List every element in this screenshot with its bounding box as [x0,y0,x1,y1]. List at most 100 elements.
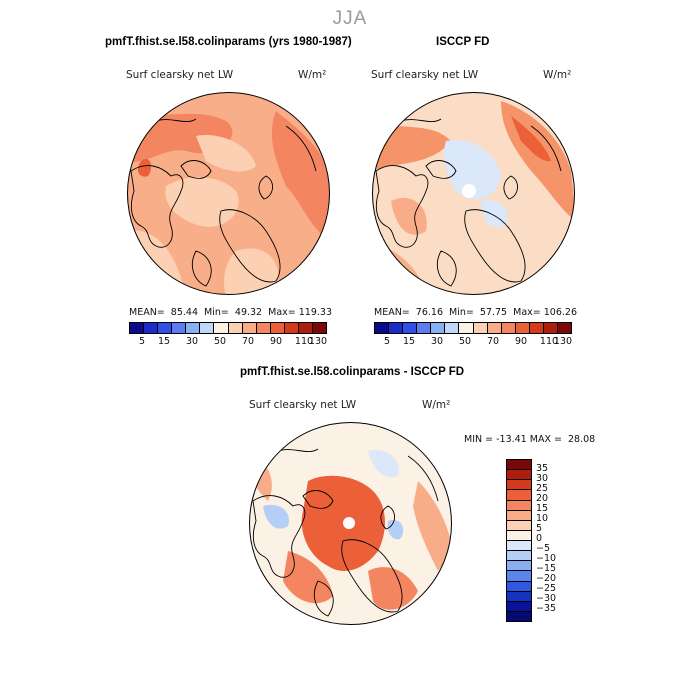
diff-coastline [302,490,334,509]
colorbar-swatch [473,323,488,333]
obs-subtitle: Surf clearsky net LW [371,69,479,81]
colorbar-swatch [515,323,530,333]
obs-units: W/m² [543,69,572,81]
colorbar-swatch [298,323,314,333]
obs-stats: MEAN= 76.16 Min= 57.75 Max= 106.26 [374,307,577,318]
model-polar-map [127,92,330,295]
colorbar-swatch [507,490,531,501]
obs-coastline [425,160,457,179]
diff-colorbar-tick: −25 [536,583,557,594]
model-map-border [127,92,330,295]
colorbar-swatch [507,591,531,602]
diff-pole-hole [343,517,355,529]
model-coastline [285,125,317,172]
obs-coastline [503,175,518,200]
diff-colorbar-tick: −35 [536,603,557,614]
colorbar-swatch [507,551,531,562]
diff-colorbar-tick: 0 [536,533,543,544]
colorbar-swatch [200,323,215,333]
colorbar-swatch [507,470,531,481]
colorbar-swatch [445,323,460,333]
colorbar-swatch [172,323,187,333]
obs-strong-region [511,116,551,162]
obs-colorbar-tick: 70 [486,336,500,347]
colorbar-swatch [186,323,201,333]
model-stats: MEAN= 85.44 Min= 49.32 Max= 119.33 [129,307,332,318]
model-colorbar [129,322,327,334]
obs-colorbar [374,322,572,334]
diff-coastline [407,455,439,502]
diff-colorbar-tick: −20 [536,573,557,584]
model-subtitle: Surf clearsky net LW [126,69,234,81]
colorbar-swatch [507,480,531,491]
diff-colorbar-tick: −30 [536,593,557,604]
colorbar-swatch [375,323,390,333]
colorbar-swatch [529,323,544,333]
model-coastline [219,209,281,283]
colorbar-swatch [403,323,418,333]
model-colorbar-tick: 70 [241,336,255,347]
colorbar-swatch [487,323,502,333]
colorbar-swatch [507,541,531,552]
diff-colorbar-tick: 35 [536,463,549,474]
obs-cool-region [444,140,501,200]
colorbar-swatch [501,323,516,333]
colorbar-swatch [507,510,531,521]
colorbar-swatch [507,601,531,612]
model-colorbar-tick: 15 [157,336,171,347]
colorbar-swatch [417,323,432,333]
colorbar-swatch [431,323,446,333]
colorbar-swatch [507,571,531,582]
diff-colorbar-tick: −5 [536,543,551,554]
colorbar-swatch [507,460,531,471]
colorbar-swatch [507,561,531,572]
model-warm-region [137,158,152,177]
obs-colorbar-tick: 15 [402,336,416,347]
model-units: W/m² [298,69,327,81]
model-coastline [130,165,184,248]
diff-panel-title: pmfT.fhist.se.l58.colinparams - ISCCP FD [240,366,465,378]
diff-subtitle: Surf clearsky net LW [249,399,357,411]
obs-coastline [375,165,429,248]
diff-coastline [252,495,306,578]
diff-coastline [314,580,334,617]
obs-pole-hole [462,184,476,198]
obs-colorbar-tick: 30 [430,336,444,347]
model-coastline [258,175,273,200]
obs-map-border [372,92,575,295]
colorbar-swatch [284,323,299,333]
model-colorbar-tick: 5 [138,336,146,347]
colorbar-swatch [507,530,531,541]
colorbar-swatch [543,323,559,333]
diff-cool-region [263,504,289,529]
colorbar-swatch [558,323,572,333]
model-panel-title: pmfT.fhist.se.l58.colinparams (yrs 1980-… [105,36,352,48]
diff-map-border [249,422,452,625]
colorbar-swatch [389,323,404,333]
model-light-region [196,135,256,172]
obs-colorbar-tick: 50 [458,336,472,347]
diff-cool-region [387,519,404,540]
obs-colorbar-tick: 90 [514,336,528,347]
diff-colorbar-tick: 5 [536,523,543,534]
diff-coastline [341,539,403,613]
diff-colorbar-tick: 10 [536,513,549,524]
diff-colorbar [506,459,532,622]
obs-coastline [464,209,526,283]
colorbar-swatch [507,500,531,511]
model-coastline [180,160,212,179]
obs-colorbar-tick: 5 [383,336,391,347]
model-colorbar-tick: 50 [213,336,227,347]
obs-coastline [530,125,562,172]
obs-coastline [437,250,457,287]
diff-stats: MIN = -13.41 MAX = 28.08 [464,434,596,445]
diff-colorbar-tick: 15 [536,503,549,514]
colorbar-swatch [507,581,531,592]
model-colorbar-tick: 90 [269,336,283,347]
diff-warm-region [413,481,452,571]
diff-colorbar-tick: −15 [536,563,557,574]
colorbar-swatch [270,323,285,333]
model-colorbar-tick: 30 [185,336,199,347]
colorbar-swatch [228,323,243,333]
diff-warm-region [283,551,333,604]
